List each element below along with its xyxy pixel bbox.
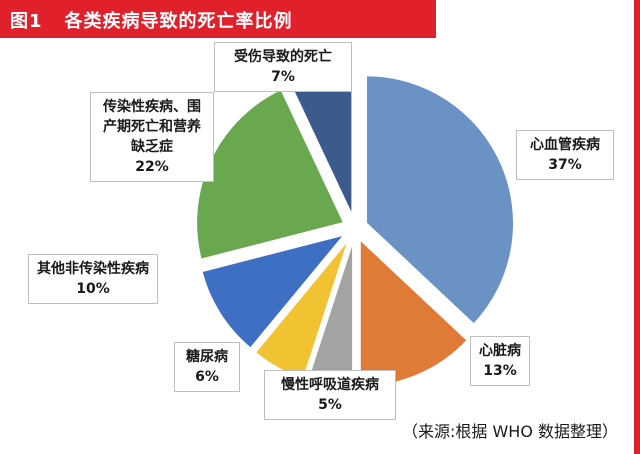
slice-pct-chronic-respiratory: 5% xyxy=(318,397,342,413)
slice-label-communicable: 传染性疾病、围产期死亡和营养缺乏症 xyxy=(103,99,201,155)
label-heart-disease: 心脏病 13% xyxy=(470,336,530,386)
figure-title: 图1 各类疾病导致的死亡率比例 xyxy=(10,7,293,33)
figure-number: 图1 xyxy=(10,11,43,32)
slice-pct-diabetes: 6% xyxy=(195,369,219,385)
source-note: （来源:根据 WHO 数据整理） xyxy=(401,422,618,441)
label-diabetes: 糖尿病 6% xyxy=(174,342,240,392)
label-injury: 受伤导致的死亡 7% xyxy=(214,42,352,92)
slice-pct-injury: 7% xyxy=(271,69,295,85)
slice-label-heart-disease: 心脏病 xyxy=(479,343,521,359)
slice-pct-heart-disease: 13% xyxy=(483,363,517,379)
slice-label-injury: 受伤导致的死亡 xyxy=(234,49,332,65)
label-chronic-respiratory: 慢性呼吸道疾病 5% xyxy=(264,370,396,420)
slice-label-diabetes: 糖尿病 xyxy=(186,349,228,365)
slice-pct-other-noncommunicable: 10% xyxy=(76,281,110,297)
label-other-noncommunicable: 其他非传染性疾病 10% xyxy=(28,254,158,304)
label-communicable: 传染性疾病、围产期死亡和营养缺乏症 22% xyxy=(90,92,214,182)
slice-pct-cardiovascular: 37% xyxy=(548,157,582,173)
label-cardiovascular: 心血管疾病 37% xyxy=(516,130,614,180)
pie-slice-cardiovascular xyxy=(365,74,516,326)
slice-pct-communicable: 22% xyxy=(135,159,169,175)
slice-label-cardiovascular: 心血管疾病 xyxy=(530,137,600,153)
pie-slice-other-noncommunicable xyxy=(200,232,348,350)
slice-label-chronic-respiratory: 慢性呼吸道疾病 xyxy=(281,377,379,393)
slice-label-other-noncommunicable: 其他非传染性疾病 xyxy=(37,261,149,277)
title-bar: 图1 各类疾病导致的死亡率比例 xyxy=(0,0,436,38)
figure-title-text: 各类疾病导致的死亡率比例 xyxy=(64,11,293,32)
